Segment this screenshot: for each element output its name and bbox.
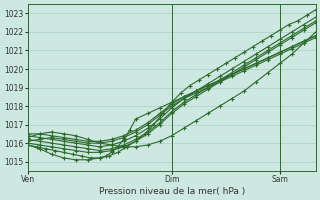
X-axis label: Pression niveau de la mer( hPa ): Pression niveau de la mer( hPa ) — [99, 187, 245, 196]
